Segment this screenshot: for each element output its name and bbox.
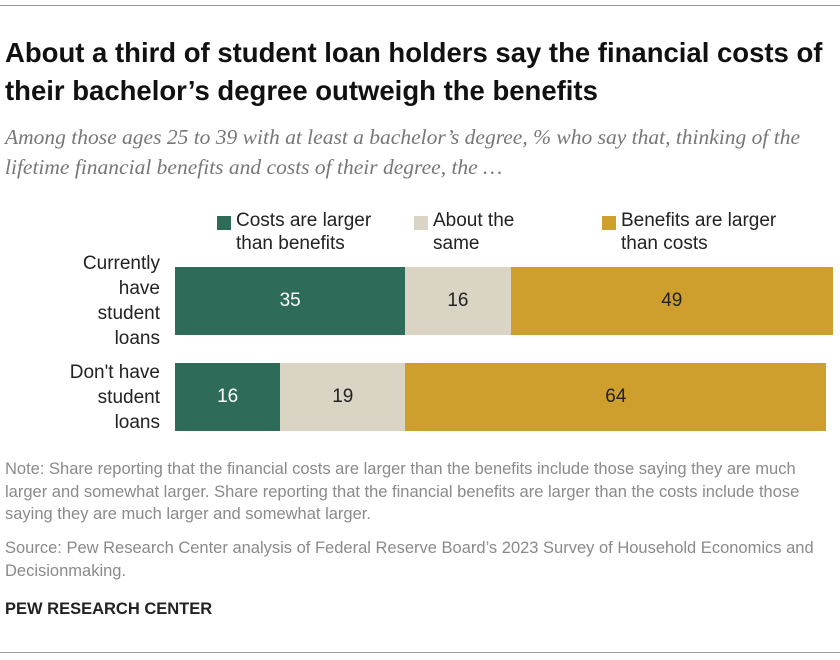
legend-swatch <box>602 216 616 230</box>
chart-title: About a third of student loan holders sa… <box>5 37 823 106</box>
value-label: 35 <box>279 290 301 311</box>
value-label: 19 <box>332 386 354 407</box>
bar: 64 <box>405 363 827 431</box>
top-rule <box>0 5 840 6</box>
bar: 16 <box>175 363 281 431</box>
bottom-rule <box>0 652 840 653</box>
source: Source: Pew Research Center analysis of … <box>5 539 814 580</box>
bar: 35 <box>175 267 406 335</box>
legend-label: About the same <box>433 210 515 254</box>
value-label: 64 <box>605 386 627 407</box>
value-label: 16 <box>217 386 239 407</box>
footer: PEW RESEARCH CENTER <box>5 600 213 618</box>
category-label: Don't have student loans <box>69 361 160 433</box>
legend-swatch <box>414 216 428 230</box>
value-label: 16 <box>447 290 469 311</box>
value-label: 49 <box>661 290 683 311</box>
legend-swatch <box>217 216 231 230</box>
bar: 16 <box>405 267 511 335</box>
legend-label: Benefits are larger than costs <box>621 210 777 254</box>
legend-label: Costs are larger than benefits <box>236 210 372 254</box>
chart-subtitle: Among those ages 25 to 39 with at least … <box>5 125 801 179</box>
bar: 19 <box>280 363 406 431</box>
bar: 49 <box>510 267 833 335</box>
note: Note: Share reporting that the financial… <box>5 460 800 523</box>
category-label: Currently have student loans <box>82 253 160 349</box>
